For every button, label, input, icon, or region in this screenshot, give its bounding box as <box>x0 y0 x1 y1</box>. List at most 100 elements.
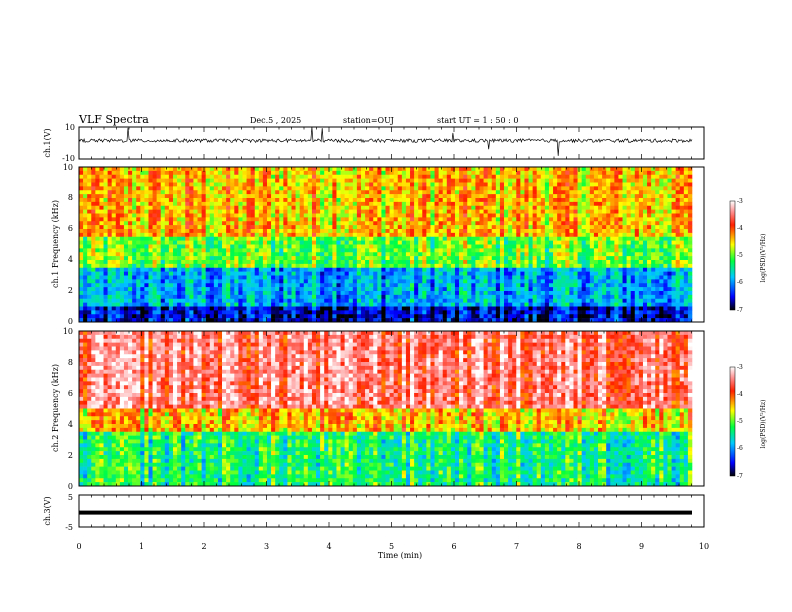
spectrogram-cell <box>659 170 664 176</box>
spectrogram-cell <box>287 279 292 284</box>
spectrogram-cell <box>622 283 627 288</box>
spectrogram-cell <box>222 167 227 172</box>
spectrogram-cell <box>258 221 264 226</box>
spectrogram-cell <box>401 252 407 257</box>
spectrogram-cell <box>667 178 672 183</box>
spectrogram-cell <box>111 198 117 203</box>
spectrogram-cell <box>569 248 574 253</box>
spectrogram-cell <box>663 275 668 280</box>
spectrogram-cell <box>610 178 615 183</box>
spectrogram-cell <box>123 279 129 284</box>
spectrogram-cell <box>156 260 162 265</box>
spectrogram-cell <box>569 194 574 199</box>
spectrogram-cell <box>209 256 215 261</box>
spectrogram-cell <box>655 182 660 187</box>
spectrogram-cell <box>442 252 448 257</box>
spectrogram-cell <box>168 178 174 183</box>
spectrogram-cell <box>463 217 468 222</box>
spectrogram-cell <box>671 198 676 203</box>
spectrogram-cell <box>181 283 186 288</box>
spectrogram-cell <box>479 240 484 245</box>
spectrogram-cell <box>115 248 121 253</box>
spectrogram-cell <box>679 225 685 230</box>
spectrogram-cell <box>381 244 386 249</box>
spectrogram-cell <box>434 283 439 288</box>
spectrogram-cell <box>246 217 251 222</box>
spectrogram-cell <box>446 267 452 272</box>
spectrogram-cell <box>434 201 439 207</box>
spectrogram-cell <box>475 167 480 172</box>
spectrogram-cell <box>352 232 358 238</box>
spectrogram-cell <box>246 213 251 218</box>
spectrogram-cell <box>577 244 582 249</box>
spectrogram-cell <box>369 248 374 253</box>
spectrogram-cell <box>230 170 235 176</box>
spectrogram-cell <box>426 170 431 176</box>
spectrogram-cell <box>585 194 591 199</box>
spectrogram-cell <box>111 256 117 261</box>
spectrogram-cell <box>246 279 251 284</box>
spectrogram-cell <box>479 182 484 187</box>
spectrogram-cell <box>598 186 603 191</box>
spectrogram-cell <box>540 217 546 222</box>
spectrogram-cell <box>667 186 672 191</box>
spectrogram-cell <box>642 170 648 176</box>
spectrogram-cell <box>663 194 668 199</box>
spectrogram-cell <box>95 205 100 210</box>
spectrogram-cell <box>418 263 423 269</box>
spectrogram-cell <box>201 205 206 210</box>
spectrogram-cell <box>230 240 235 245</box>
spectrogram-cell <box>593 240 599 245</box>
spectrogram-cell <box>185 271 190 276</box>
spectrogram-cell <box>258 271 264 276</box>
spectrogram-cell <box>115 217 121 222</box>
spectrogram-cell <box>209 201 215 207</box>
spectrogram-cell <box>442 244 448 249</box>
spectrogram-cell <box>226 205 231 210</box>
spectrogram-cell <box>663 263 668 269</box>
spectrogram-cell <box>344 263 350 269</box>
spectrogram-cell <box>389 190 394 195</box>
spectrogram-cell <box>642 205 648 210</box>
spectrogram-cell <box>454 267 460 272</box>
spectrogram-cell <box>271 213 276 218</box>
spectrogram-cell <box>454 236 460 241</box>
spectrogram-cell <box>254 229 260 234</box>
spectrogram-cell <box>95 287 100 292</box>
spectrogram-cell <box>520 271 525 276</box>
spectrogram-cell <box>381 271 386 276</box>
spectrogram-cell <box>561 217 566 222</box>
spectrogram-cell <box>561 240 566 245</box>
spectrogram-cell <box>495 279 501 284</box>
spectrogram-cell <box>512 174 517 179</box>
spectrogram-cell <box>352 229 358 234</box>
spectrogram-cell <box>79 186 84 191</box>
spectrogram-cell <box>544 240 550 245</box>
spectrogram-cell <box>185 275 190 280</box>
spectrogram-cell <box>557 287 562 292</box>
spectrogram-cell <box>271 198 276 203</box>
spectrogram-cell <box>471 209 476 214</box>
spectrogram-cell <box>667 209 672 214</box>
spectrogram-cell <box>524 201 529 207</box>
spectrogram-cell <box>111 275 117 280</box>
spectrogram-cell <box>405 209 411 214</box>
spectrogram-cell <box>671 213 676 218</box>
spectrogram-cell <box>119 201 125 207</box>
spectrogram-cell <box>401 236 407 241</box>
spectrogram-cell <box>107 287 112 292</box>
spectrogram-cell <box>328 252 333 257</box>
spectrogram-cell <box>548 287 554 292</box>
spectrogram-cell <box>185 287 190 292</box>
spectrogram-cell <box>299 279 305 284</box>
spectrogram-cell <box>279 248 284 253</box>
spectrogram-cell <box>602 244 607 249</box>
spectrogram-cell <box>123 240 129 245</box>
spectrogram-cell <box>414 291 419 296</box>
spectrogram-cell <box>610 279 615 284</box>
spectrogram-cell <box>258 232 264 238</box>
spectrogram-cell <box>393 167 399 172</box>
spectrogram-cell <box>222 294 227 300</box>
spectrogram-cell <box>189 271 194 276</box>
spectrogram-cell <box>589 217 595 222</box>
